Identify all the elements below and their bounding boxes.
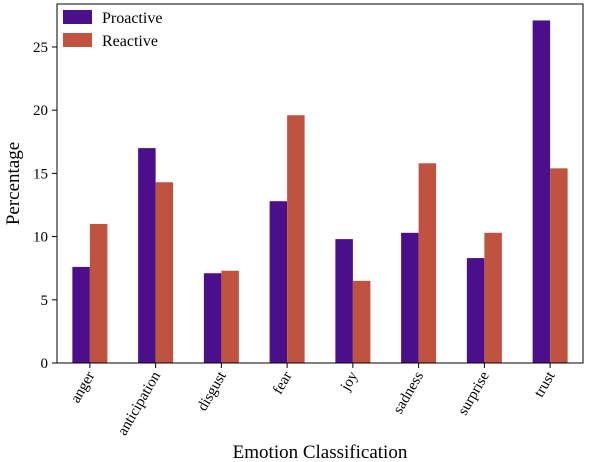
bar-reactive-joy xyxy=(352,280,371,363)
bar-proactive-disgust xyxy=(203,273,222,363)
x-tick-label-disgust: disgust xyxy=(195,368,231,414)
x-tick-label-anticipation: anticipation xyxy=(115,369,165,439)
bar-reactive-sadness xyxy=(418,163,437,363)
bar-reactive-disgust xyxy=(221,270,239,363)
plot-frame xyxy=(56,3,584,364)
y-tick-label-5: 5 xyxy=(41,293,49,309)
x-axis: anger anticipation disgust fear joy sadness su… xyxy=(68,363,559,438)
y-axis: 0 5 10 15 20 25 xyxy=(33,40,57,372)
bar-reactive-anticipation xyxy=(155,182,174,363)
bar-proactive-joy xyxy=(335,239,353,363)
bar-proactive-trust xyxy=(532,20,551,363)
x-tick-label-anger: anger xyxy=(68,369,99,406)
bar-reactive-trust xyxy=(550,168,568,363)
y-tick-label-0: 0 xyxy=(41,356,49,372)
bar-proactive-surprise xyxy=(466,258,485,363)
y-tick-label-15: 15 xyxy=(33,166,48,182)
x-axis-label: Emotion Classification xyxy=(233,442,408,462)
x-tick-label-surprise: surprise xyxy=(455,369,493,418)
y-tick-label-10: 10 xyxy=(33,230,48,246)
bar-reactive-fear xyxy=(287,115,305,363)
legend-label-proactive: Proactive xyxy=(102,10,162,27)
bar-reactive-anger xyxy=(89,223,108,363)
x-tick-label-fear: fear xyxy=(270,369,296,397)
y-tick-label-25: 25 xyxy=(33,40,48,56)
bar-proactive-sadness xyxy=(401,232,419,363)
x-tick-label-joy: joy xyxy=(337,369,361,395)
y-axis-label: Percentage xyxy=(3,142,24,225)
bars-group xyxy=(72,20,568,363)
bar-proactive-anticipation xyxy=(138,148,156,363)
x-tick-label-trust: trust xyxy=(531,368,559,400)
x-tick-label-sadness: sadness xyxy=(390,369,427,417)
bar-proactive-anger xyxy=(72,266,90,363)
legend: Proactive Reactive xyxy=(63,10,162,50)
legend-label-reactive: Reactive xyxy=(102,33,158,50)
bar-proactive-fear xyxy=(269,201,288,363)
y-tick-label-20: 20 xyxy=(33,103,48,119)
legend-swatch-proactive xyxy=(63,10,92,24)
bar-reactive-surprise xyxy=(484,232,502,363)
legend-swatch-reactive xyxy=(63,33,92,47)
